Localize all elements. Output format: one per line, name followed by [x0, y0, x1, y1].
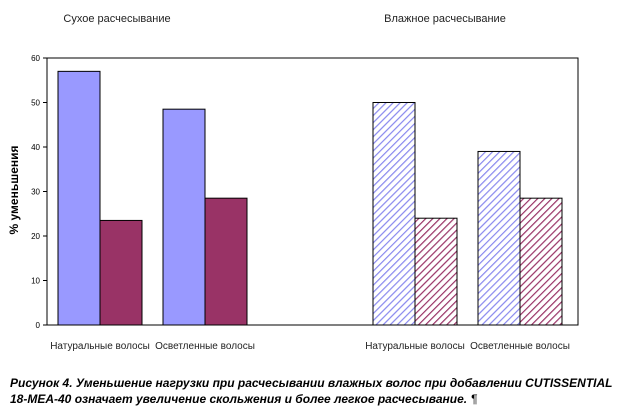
x-category-label: Осветленные волосы [155, 341, 255, 352]
bar-dry-2-series-2 [204, 197, 248, 326]
bar-dry-1-series-1 [57, 70, 101, 326]
x-category-label: Натуральные волосы [50, 341, 150, 352]
y-tick-label: 0 [36, 321, 41, 330]
figure-caption: Рисунок 4. Уменьшение нагрузки при расче… [10, 375, 625, 407]
y-tick-label: 10 [31, 277, 40, 286]
plot-area: 0 10 20 30 40 50 60 Сухое расчесывание Натуральн… [31, 13, 579, 352]
bar-wet-1-series-2 [414, 217, 458, 326]
x-category-label: Осветленные волосы [470, 341, 570, 352]
bar-wet-2-series-2 [519, 197, 563, 326]
y-tick-label: 50 [31, 99, 40, 108]
y-axis-label: % уменьшения [7, 146, 21, 235]
y-tick-label: 40 [31, 143, 40, 152]
y-tick-label: 20 [31, 232, 40, 241]
bar-wet-1-series-1 [372, 102, 416, 326]
caption-text: Рисунок 4. Уменьшение нагрузки при расче… [10, 376, 613, 406]
bar-chart: 0 10 20 30 40 50 60 Сухое расчесывание Натуральн… [7, 13, 579, 352]
bar-dry-1-series-2 [99, 219, 143, 326]
x-category-label: Натуральные волосы [365, 341, 465, 352]
group-title: Сухое расчесывание [63, 13, 170, 25]
bar-dry-2-series-1 [162, 108, 206, 326]
bar-wet-2-series-1 [477, 150, 521, 326]
paragraph-mark: ¶ [471, 392, 478, 406]
y-tick-label: 60 [31, 54, 40, 63]
group-title: Влажное расчесывание [384, 13, 506, 25]
y-tick-label: 30 [31, 188, 40, 197]
